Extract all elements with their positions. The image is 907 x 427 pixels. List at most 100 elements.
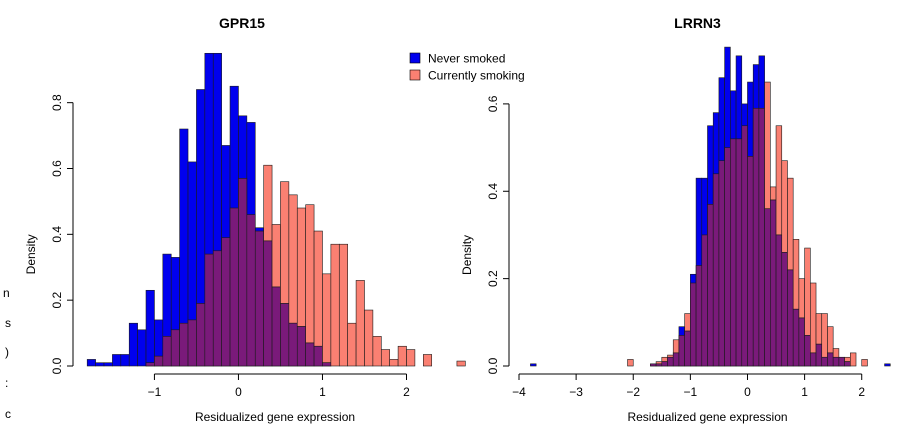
- histogram-bar-overlap: [162, 336, 172, 367]
- histogram-bar-overlap: [650, 363, 657, 367]
- histogram-bar-overlap: [707, 204, 714, 367]
- histogram-bar-currently-smoking: [288, 194, 298, 324]
- histogram-bar-overlap: [154, 355, 164, 367]
- histogram-bar-currently-smoking: [661, 356, 668, 362]
- x-axis-label: Residualized gene expression: [627, 410, 787, 424]
- histogram-bar-never-smoked: [884, 363, 891, 367]
- histogram-bar-overlap: [724, 147, 731, 367]
- x-tick-label: −1: [148, 385, 162, 399]
- histogram-bar-currently-smoking: [792, 239, 800, 310]
- histogram-bar-never-smoked: [86, 359, 96, 367]
- histogram-bar-overlap: [810, 352, 817, 367]
- histogram-bar-currently-smoking: [798, 278, 805, 319]
- legend-swatch-never-smoked: [409, 52, 421, 64]
- legend-label-never-smoked: Never smoked: [428, 52, 505, 66]
- histogram-bar-currently-smoking: [364, 309, 374, 367]
- chart-title: GPR15: [219, 15, 265, 31]
- x-tick-label: −2: [626, 385, 640, 399]
- histogram-bar-overlap: [661, 361, 668, 367]
- histogram-bar-currently-smoking: [313, 230, 323, 347]
- histogram-bar-currently-smoking: [627, 359, 634, 367]
- histogram-bar-overlap: [672, 352, 680, 367]
- histogram-bar-currently-smoking: [322, 273, 332, 364]
- edge-fragment: :: [5, 376, 8, 390]
- y-tick-label: 0.4: [50, 226, 64, 243]
- histogram-bar-never-smoked: [120, 354, 130, 367]
- histogram-bar-overlap: [204, 253, 214, 367]
- histogram-bar-overlap: [798, 317, 805, 367]
- histogram-bar-currently-smoking: [827, 326, 834, 354]
- histogram-bar-overlap: [246, 214, 256, 367]
- y-tick-label: 0.6: [50, 160, 64, 177]
- histogram-bar-overlap: [735, 138, 743, 367]
- y-axis-label: Density: [24, 234, 38, 274]
- histogram-bar-currently-smoking: [380, 349, 390, 367]
- histogram-bar-currently-smoking: [372, 336, 382, 367]
- histogram-bar-overlap: [263, 240, 273, 367]
- histogram-bar-overlap: [196, 303, 206, 367]
- histogram-bar-overlap: [821, 356, 828, 367]
- legend: Never smoked Currently smoking: [409, 52, 525, 83]
- histogram-bar-overlap: [212, 250, 222, 367]
- y-tick-label: 0.8: [50, 94, 64, 111]
- histogram-bar-currently-smoking: [296, 207, 306, 327]
- histogram-bar-overlap: [170, 329, 180, 367]
- histogram-bar-currently-smoking: [271, 224, 281, 288]
- y-tick-label: 0.2: [50, 292, 64, 309]
- histogram-bar-currently-smoking: [804, 247, 811, 336]
- histogram-bar-never-smoked: [145, 289, 155, 367]
- histogram-bar-overlap: [667, 356, 674, 367]
- histogram-bar-currently-smoking: [655, 361, 663, 365]
- x-tick-label: 2: [403, 385, 410, 399]
- edge-fragment: ): [5, 345, 9, 359]
- histogram-bar-overlap: [322, 362, 332, 367]
- histogram-bar-overlap: [305, 342, 315, 367]
- histogram-bar-currently-smoking: [423, 354, 433, 367]
- x-tick-label: 0: [235, 385, 242, 399]
- histogram-bar-currently-smoking: [305, 204, 315, 344]
- histogram-bar-overlap: [313, 345, 323, 367]
- x-tick-label: −3: [569, 385, 583, 399]
- histogram-bar-overlap: [238, 178, 248, 367]
- y-tick-label: 0.6: [486, 95, 500, 112]
- histogram-bar-overlap: [712, 173, 720, 367]
- edge-fragment: n: [3, 286, 10, 300]
- histogram-bar-overlap: [832, 356, 840, 367]
- histogram-panel: −1 0 1 2 Residualized gene expression 0.0 0.2 0…: [24, 15, 466, 424]
- histogram-bar-never-smoked: [530, 363, 537, 367]
- histogram-bar-overlap: [764, 208, 771, 367]
- histogram-bar-overlap: [804, 335, 811, 367]
- edge-fragment: c: [5, 407, 11, 421]
- histogram-bar-currently-smoking: [263, 164, 273, 242]
- histogram-bar-currently-smoking: [850, 352, 857, 367]
- histogram-bar-overlap: [655, 363, 663, 367]
- histogram-bar-overlap: [296, 326, 306, 367]
- histogram-bar-overlap: [179, 322, 189, 367]
- histogram-bar-currently-smoking: [832, 348, 840, 358]
- histogram-bar-currently-smoking: [672, 339, 680, 354]
- histogram-bar-currently-smoking: [338, 243, 348, 367]
- x-tick-label: 0: [744, 385, 751, 399]
- x-tick-label: 2: [858, 385, 865, 399]
- histogram-bar-overlap: [145, 362, 155, 367]
- legend-swatch-currently-smoking: [409, 69, 421, 81]
- histogram-bar-overlap: [770, 199, 777, 367]
- histogram-bar-overlap: [844, 361, 851, 367]
- histogram-bar-never-smoked: [95, 362, 105, 367]
- histogram-bar-overlap: [187, 319, 197, 367]
- histogram-bar-overlap: [747, 156, 754, 367]
- histogram-bar-overlap: [781, 252, 788, 367]
- histogram-bar-overlap: [827, 352, 834, 367]
- histogram-bar-currently-smoking: [684, 313, 691, 332]
- histogram-bar-currently-smoking: [861, 359, 868, 367]
- x-tick-label: −1: [684, 385, 698, 399]
- histogram-bar-overlap: [229, 207, 239, 367]
- histogram-bar-overlap: [792, 308, 800, 367]
- histogram-bar-currently-smoking: [456, 360, 466, 367]
- histogram-bar-never-smoked: [112, 354, 122, 367]
- histogram-panels: −1 0 1 2 Residualized gene expression 0.0 0.2 0…: [24, 15, 891, 424]
- legend-label-currently-smoking: Currently smoking: [428, 69, 525, 83]
- histogram-bar-never-smoked: [137, 329, 147, 367]
- histogram-bar-never-smoked: [103, 362, 113, 367]
- histogram-bar-overlap: [730, 138, 737, 367]
